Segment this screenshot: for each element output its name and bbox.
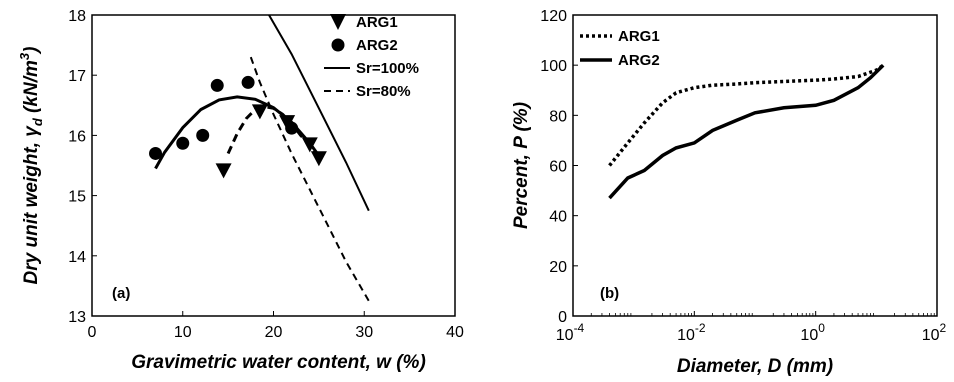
y-tick-label: 40	[549, 209, 567, 226]
y-tick-label: 18	[68, 8, 86, 25]
data-point-arg2	[196, 128, 210, 142]
series-line	[268, 15, 370, 212]
x-tick-base: 10	[677, 327, 695, 344]
data-point-arg2	[285, 121, 299, 135]
legend-label: ARG2	[618, 52, 660, 69]
x-tick-base: 10	[922, 327, 940, 344]
panel-b-legend: ARG1 ARG2	[580, 28, 660, 69]
x-tick-exponent: 2	[940, 321, 947, 335]
y-tick-label: 20	[549, 259, 567, 276]
data-point-arg1	[310, 151, 327, 167]
data-point-arg1	[215, 163, 232, 179]
series-line-arg2	[608, 63, 885, 200]
x-tick-label: 100	[800, 321, 825, 344]
panel-a-y-label-superscript: 3	[17, 52, 32, 60]
panel-a-series	[149, 15, 370, 302]
legend-label: Sr=80%	[356, 83, 411, 100]
x-tick-exponent: -4	[574, 321, 585, 335]
panel-a-y-label-subscript: d	[30, 117, 45, 126]
fit-curve-arg1	[226, 104, 322, 161]
panel-b-frame	[572, 14, 938, 317]
x-tick-label: 30	[355, 324, 373, 341]
series-line	[249, 56, 370, 302]
y-tick-label: 80	[549, 108, 567, 125]
data-point-arg2	[176, 136, 190, 150]
y-tick-label: 100	[540, 58, 567, 75]
chart-panel-a: 0 10 20 30 40 13 14 15 16 17 18 (a) Gravimetric wa…	[17, 8, 464, 373]
data-point-arg2	[210, 78, 224, 92]
legend-marker-arg1	[330, 14, 346, 30]
legend-marker-arg2	[331, 38, 345, 52]
legend-label: ARG1	[618, 28, 660, 45]
panel-a-legend: ARG1 ARG2 Sr=100% Sr=80%	[324, 14, 419, 100]
x-tick-exponent: -2	[695, 321, 706, 335]
panel-b-y-axis-label: Percent, P (%)	[511, 102, 532, 229]
x-tick-exponent: 0	[818, 321, 825, 335]
x-tick-base: 10	[800, 327, 818, 344]
panel-a-y-label-unit: (kN/m	[21, 60, 42, 118]
panel-b-x-axis-label: Diameter, D (mm)	[677, 356, 833, 377]
x-tick-base: 10	[556, 327, 574, 344]
y-tick-label: 17	[68, 68, 86, 85]
panel-a-y-label-close: )	[21, 47, 42, 55]
y-tick-label: 60	[549, 159, 567, 176]
data-point-arg2	[241, 75, 255, 89]
panel-b-label: (b)	[600, 285, 619, 302]
y-tick-label: 15	[68, 189, 86, 206]
y-tick-label: 13	[68, 309, 86, 326]
legend-label: ARG2	[356, 37, 398, 54]
legend-label: ARG1	[356, 14, 398, 31]
x-tick-label: 102	[922, 321, 947, 344]
legend-label: Sr=100%	[356, 60, 419, 77]
panel-a-frame	[91, 14, 456, 317]
x-tick-label: 40	[446, 324, 464, 341]
data-point-arg1	[251, 104, 268, 120]
x-tick-label: 10-4	[556, 321, 585, 344]
panel-a-y-axis-label: Dry unit weight, γd (kN/m3)	[17, 47, 45, 285]
panel-a-ticks: 0 10 20 30 40 13 14 15 16 17 18	[68, 8, 464, 341]
y-tick-label: 120	[540, 8, 567, 25]
x-tick-label: 0	[88, 324, 97, 341]
y-tick-label: 14	[68, 249, 86, 266]
y-tick-label: 0	[558, 309, 567, 326]
x-tick-label: 10-2	[677, 321, 706, 344]
x-tick-label: 10	[174, 324, 192, 341]
panel-a-y-label-main: Dry unit weight, γ	[21, 125, 42, 285]
panel-b-series	[608, 63, 885, 200]
data-point-arg1	[301, 137, 318, 153]
panel-a-x-axis-label: Gravimetric water content, w (%)	[131, 352, 426, 373]
x-tick-label: 20	[265, 324, 283, 341]
panel-a-label: (a)	[112, 285, 130, 302]
data-point-arg2	[149, 146, 163, 160]
data-point-arg1	[279, 115, 296, 131]
y-tick-label: 16	[68, 128, 86, 145]
